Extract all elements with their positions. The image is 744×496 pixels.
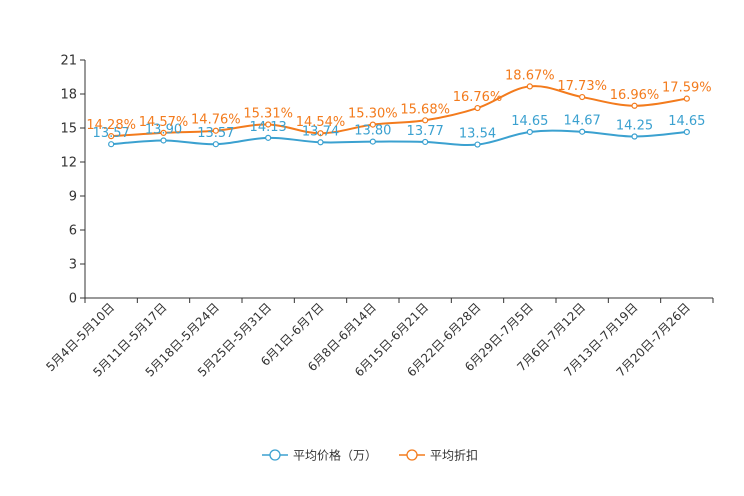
series-1-point bbox=[265, 134, 272, 141]
series-1-data-label: 13.90 bbox=[145, 122, 182, 137]
series-1-data-label: 13.80 bbox=[354, 124, 391, 139]
series-2-point bbox=[422, 117, 429, 124]
series-2-point bbox=[212, 127, 219, 134]
series-2-data-label: 14.54% bbox=[296, 115, 346, 130]
series-2-point bbox=[317, 130, 324, 137]
legend-marker-icon bbox=[269, 449, 281, 461]
series-1-point bbox=[369, 138, 376, 145]
series-1-data-label: 13.77 bbox=[407, 124, 444, 139]
series-line-2 bbox=[111, 85, 687, 138]
series-2-data-label: 14.28% bbox=[86, 118, 136, 133]
series-line-1 bbox=[111, 129, 687, 146]
series-1-data-label: 13.54 bbox=[459, 127, 496, 142]
legend-item-1[interactable]: 平均价格（万） bbox=[262, 448, 377, 463]
series-2-data-label: 15.68% bbox=[400, 102, 450, 117]
y-tick-label: 3 bbox=[69, 258, 77, 273]
series-1-point bbox=[317, 139, 324, 146]
series-1-point bbox=[422, 138, 429, 146]
series-2-data-label: 17.73% bbox=[557, 79, 607, 94]
series-2-point bbox=[526, 83, 533, 90]
y-tick-label: 18 bbox=[60, 88, 77, 103]
legend-marker-icon bbox=[406, 449, 418, 461]
series-1-data-label: 14.13 bbox=[250, 120, 287, 135]
series-1-point bbox=[579, 128, 586, 135]
series-1-point bbox=[526, 128, 533, 136]
series-2-data-label: 18.67% bbox=[505, 68, 555, 83]
series-2-data-label: 16.96% bbox=[610, 88, 660, 103]
series-2-data-label: 15.30% bbox=[348, 107, 398, 122]
y-tick-label: 6 bbox=[69, 224, 77, 239]
y-tick-label: 15 bbox=[60, 122, 77, 137]
series-1-point bbox=[160, 137, 167, 144]
series-1-data-label: 13.57 bbox=[93, 126, 130, 141]
series-1-data-label: 14.25 bbox=[616, 119, 653, 134]
series-1-point bbox=[474, 141, 481, 148]
data-labels: 13.57 13.90 13.57 14.13 13.74 13.80 13.77 13.54… bbox=[86, 68, 711, 141]
series-2-data-label: 15.31% bbox=[243, 106, 293, 121]
legend-item-2[interactable]: 平均折扣 bbox=[399, 448, 478, 463]
series-1-point bbox=[108, 141, 115, 148]
series-2-point bbox=[579, 93, 586, 101]
series-1-data-label: 14.65 bbox=[511, 114, 548, 129]
legend[interactable]: 平均价格（万） 平均折扣 bbox=[262, 448, 478, 463]
series-2-data-label: 17.59% bbox=[662, 81, 712, 96]
series-1-data-label: 14.65 bbox=[668, 114, 705, 129]
y-tick-label: 0 bbox=[69, 292, 77, 307]
series-1-data-label: 13.74 bbox=[302, 124, 339, 139]
y-tick-label: 12 bbox=[60, 156, 77, 171]
series-1-data-label: 13.57 bbox=[197, 126, 234, 141]
series-2-point bbox=[631, 102, 638, 109]
series-1-point bbox=[212, 141, 219, 148]
series-2-point bbox=[160, 129, 167, 136]
series-lines bbox=[111, 85, 687, 146]
series-1-point bbox=[631, 133, 638, 140]
series-1-data-label: 14.67 bbox=[564, 114, 601, 129]
series-2-point bbox=[369, 121, 376, 128]
series-2-data-label: 14.57% bbox=[139, 115, 189, 130]
series-2-point bbox=[108, 133, 115, 140]
y-tick-label: 9 bbox=[69, 190, 77, 205]
y-tick-label: 21 bbox=[60, 54, 77, 69]
legend-label: 平均价格（万） bbox=[293, 448, 377, 463]
series-2-data-label: 14.76% bbox=[191, 113, 241, 128]
data-points bbox=[108, 83, 690, 148]
series-2-point bbox=[265, 121, 272, 128]
legend-label: 平均折扣 bbox=[430, 448, 478, 463]
series-1-point bbox=[683, 128, 690, 136]
series-2-point bbox=[474, 104, 481, 112]
series-2-data-label: 16.76% bbox=[453, 90, 503, 105]
series-2-point bbox=[683, 95, 690, 102]
